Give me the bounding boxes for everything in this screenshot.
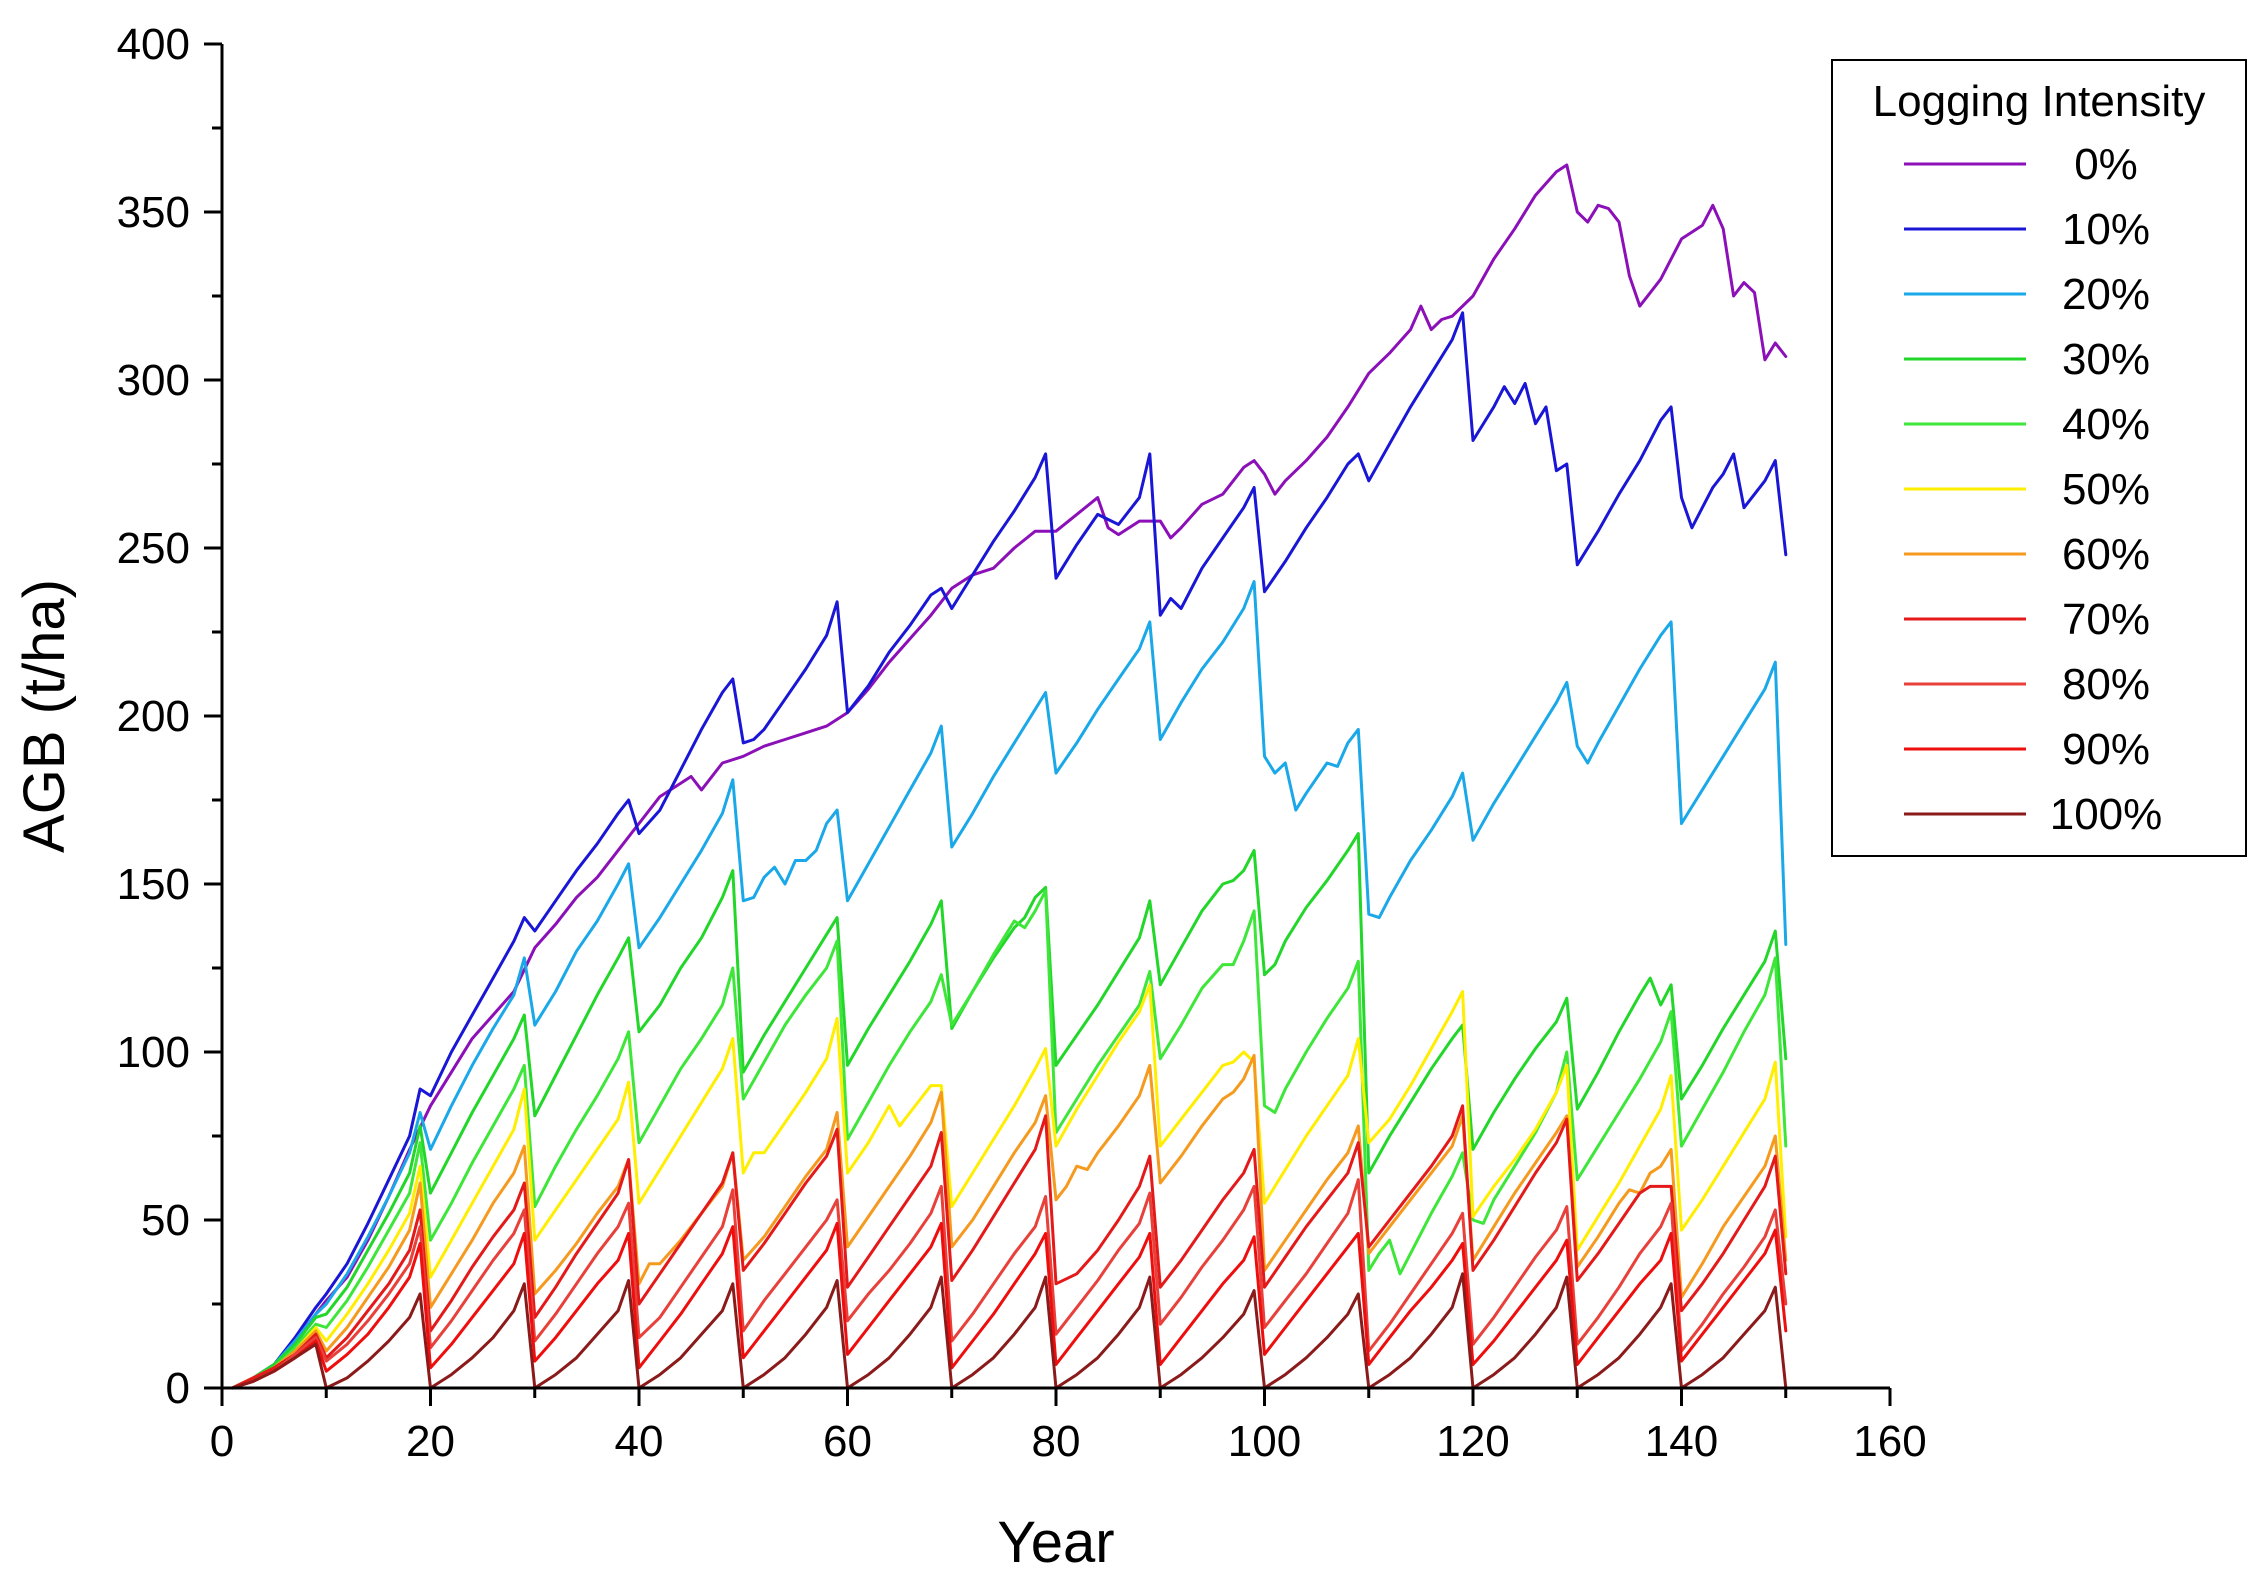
y-tick-label: 300 — [117, 356, 190, 405]
y-tick-label: 200 — [117, 692, 190, 741]
series-line-4 — [230, 889, 1788, 1390]
legend-items: 0% 10% 20% 30% 40% 50% 60% 70% 80% 90% 100% — [1904, 140, 2162, 839]
y-tick-label: 150 — [117, 860, 190, 909]
tick-labels: 0 20 40 60 80 100 120 140 160 0 50 100 150 200 250 300 3… — [117, 20, 1927, 1466]
series-line-1 — [230, 311, 1788, 1390]
y-tick-label: 350 — [117, 188, 190, 237]
series-line-8 — [230, 1178, 1788, 1390]
legend-label-10: 100% — [2050, 790, 2163, 839]
series-line-2 — [230, 580, 1788, 1390]
legend-label-5: 50% — [2062, 465, 2150, 514]
series-line-6 — [230, 1053, 1788, 1390]
legend-label-3: 30% — [2062, 335, 2150, 384]
y-tick-label: 0 — [166, 1364, 190, 1413]
series-line-9 — [230, 1221, 1788, 1390]
y-tick-label: 50 — [141, 1196, 190, 1245]
x-tick-label: 160 — [1853, 1417, 1926, 1466]
x-tick-label: 40 — [615, 1417, 664, 1466]
x-tick-label: 60 — [823, 1417, 872, 1466]
legend-label-8: 80% — [2062, 660, 2150, 709]
y-tick-label: 100 — [117, 1028, 190, 1077]
legend-label-0: 0% — [2074, 140, 2138, 189]
legend-label-9: 90% — [2062, 725, 2150, 774]
x-tick-label: 20 — [406, 1417, 455, 1466]
series-line-7 — [230, 1104, 1788, 1390]
legend-label-1: 10% — [2062, 205, 2150, 254]
series-line-3 — [230, 832, 1788, 1390]
y-axis-title: AGB (t/ha) — [12, 579, 77, 853]
x-tick-label: 140 — [1645, 1417, 1718, 1466]
series-line-10 — [230, 1272, 1788, 1390]
x-tick-label: 120 — [1436, 1417, 1509, 1466]
x-tick-label: 80 — [1032, 1417, 1081, 1466]
legend: Logging Intensity 0% 10% 20% 30% 40% 50% 60% 70… — [1831, 59, 2247, 857]
series-line-5 — [230, 983, 1788, 1390]
legend-box — [1831, 59, 2247, 857]
legend-title: Logging Intensity — [1873, 77, 2206, 126]
series-line-0 — [230, 163, 1788, 1390]
x-tick-label: 100 — [1228, 1417, 1301, 1466]
legend-label-6: 60% — [2062, 530, 2150, 579]
legend-label-4: 40% — [2062, 400, 2150, 449]
legend-label-2: 20% — [2062, 270, 2150, 319]
axes — [204, 42, 1892, 1406]
legend-label-7: 70% — [2062, 595, 2150, 644]
y-tick-label: 250 — [117, 524, 190, 573]
y-tick-label: 400 — [117, 20, 190, 69]
x-tick-label: 0 — [210, 1417, 234, 1466]
series-layer — [230, 163, 1788, 1390]
x-axis-title: Year — [997, 1510, 1114, 1575]
